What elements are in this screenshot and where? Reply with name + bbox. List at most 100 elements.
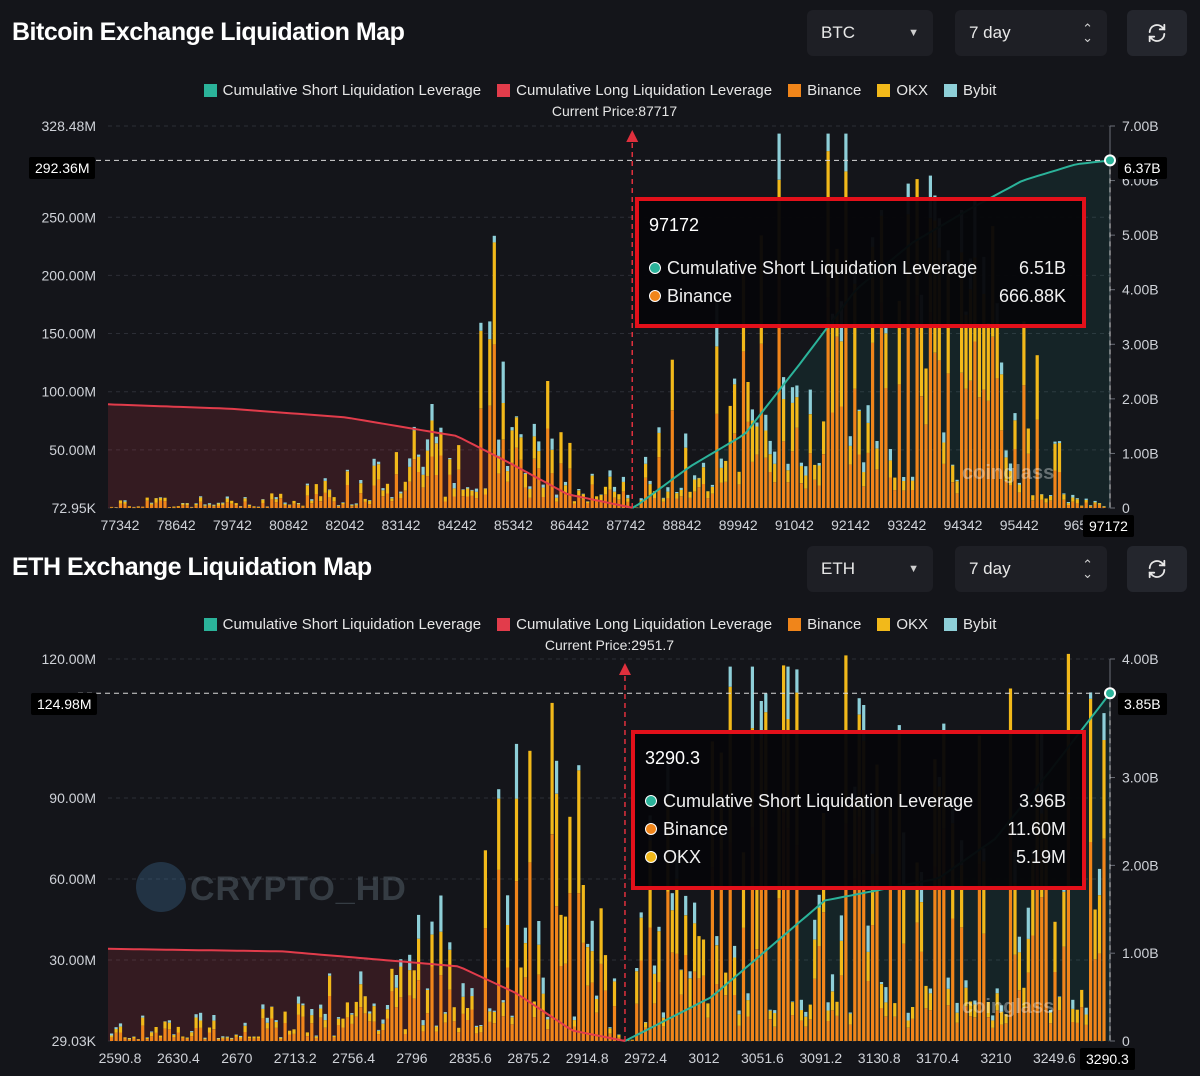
bar-binance [986, 1017, 990, 1041]
chart-tooltip: 3290.3 Cumulative Short Liquidation Leve… [631, 730, 1086, 890]
bar-okx [826, 1010, 830, 1021]
bar-binance [822, 454, 826, 508]
bar-binance [688, 1008, 692, 1041]
bar-binance [875, 469, 879, 508]
bar-okx [199, 1020, 203, 1028]
bar-okx [884, 1002, 888, 1017]
bar-bybit [759, 701, 763, 739]
bar-binance [319, 1017, 323, 1041]
bar-binance [782, 812, 786, 1041]
bar-binance [167, 507, 171, 508]
bar-binance [483, 928, 487, 1041]
bar-okx [782, 399, 786, 442]
y-left-tick-label: 60.00M [49, 871, 96, 887]
bar-okx [955, 481, 959, 494]
bar-bybit [737, 1010, 741, 1015]
bar-okx [110, 1035, 114, 1038]
bar-okx [314, 1036, 318, 1039]
bar-bybit [790, 387, 795, 403]
legend-swatch [788, 84, 802, 97]
bar-binance [893, 1016, 897, 1041]
bar-binance [110, 507, 114, 508]
bar-binance [844, 301, 848, 508]
bar-okx [199, 497, 203, 502]
bar-okx [417, 456, 421, 472]
bar-okx [256, 1036, 260, 1039]
bar-binance [443, 501, 447, 508]
bar-binance [586, 985, 590, 1041]
eth-liquidation-chart[interactable]: 29.03K 30.00M 60.00M 90.00M 120.00M 0 1.00B 2.0… [0, 536, 1200, 1076]
x-tick-label: 84242 [438, 517, 477, 533]
bar-binance [439, 455, 443, 508]
refresh-button[interactable] [1127, 546, 1187, 592]
bar-bybit [216, 1038, 220, 1039]
bar-binance [759, 849, 763, 1041]
bar-okx [839, 341, 843, 407]
bar-binance [497, 869, 501, 1041]
bar-okx [599, 908, 603, 964]
bar-okx [532, 1001, 536, 1018]
bar-binance [212, 1029, 216, 1041]
bar-bybit [746, 993, 750, 1001]
bar-bybit [181, 503, 185, 504]
bar-bybit [701, 462, 706, 468]
bar-okx [550, 449, 554, 474]
bar-okx [848, 445, 852, 465]
bar-okx [181, 1036, 185, 1038]
y-left-tick-label: 29.03K [52, 1033, 97, 1049]
y-right-tick-label: 3.00B [1122, 770, 1159, 786]
bar-binance [1000, 1024, 1004, 1041]
bar-bybit [323, 478, 327, 481]
legend-item-binance[interactable]: Binance [788, 616, 861, 633]
bar-okx [474, 491, 479, 499]
bar-okx [577, 770, 581, 894]
bar-binance [906, 1027, 910, 1041]
bar-binance [973, 341, 977, 508]
bar-okx [252, 506, 256, 508]
bar-okx [546, 1019, 550, 1030]
legend-item-binance[interactable]: Binance [788, 82, 861, 99]
bar-bybit [528, 486, 532, 489]
bar-binance [417, 472, 421, 508]
legend-item-bybit[interactable]: Bybit [944, 616, 996, 633]
series-dot [645, 823, 657, 835]
bar-okx [1013, 882, 1017, 955]
legend-item-okx[interactable]: OKX [877, 82, 928, 99]
bar-binance [737, 484, 741, 508]
legend-item-bybit[interactable]: Bybit [944, 82, 996, 99]
legend-item-okx[interactable]: OKX [877, 616, 928, 633]
bar-bybit [991, 1015, 995, 1021]
bar-binance [960, 372, 964, 508]
crosshair-point [1104, 154, 1116, 167]
bar-okx [924, 985, 928, 1009]
bar-binance [216, 505, 220, 508]
bar-okx [652, 491, 657, 499]
legend-item-long[interactable]: Cumulative Long Liquidation Leverage [497, 82, 772, 99]
asset-select-value: BTC [821, 23, 855, 42]
bar-bybit [501, 361, 505, 403]
bar-bybit [644, 456, 648, 464]
legend-item-short[interactable]: Cumulative Short Liquidation Leverage [203, 82, 481, 99]
legend-item-long[interactable]: Cumulative Long Liquidation Leverage [497, 616, 772, 633]
bar-binance [1075, 1022, 1079, 1041]
asset-select[interactable]: BTC ▼ [807, 10, 933, 56]
bar-bybit [296, 503, 301, 504]
range-select[interactable]: 7 day ⌃ ⌄ [955, 10, 1107, 56]
bar-okx [862, 472, 866, 487]
chevron-down-icon: ▼ [908, 563, 919, 575]
bar-okx [563, 485, 568, 495]
x-tick-label: 2972.4 [624, 1050, 667, 1066]
bar-bybit [550, 438, 554, 450]
bar-binance [684, 954, 688, 1041]
legend-item-short[interactable]: Cumulative Short Liquidation Leverage [203, 616, 481, 633]
bar-okx [866, 422, 870, 453]
bar-binance [755, 454, 759, 508]
range-select[interactable]: 7 day ⌃ ⌄ [955, 546, 1107, 592]
bar-binance [305, 495, 309, 508]
bar-bybit [123, 500, 127, 502]
bar-okx [283, 1011, 287, 1023]
bar-binance [675, 953, 679, 1041]
bar-binance [390, 991, 394, 1041]
refresh-button[interactable] [1127, 10, 1187, 56]
asset-select[interactable]: ETH ▼ [807, 546, 933, 592]
